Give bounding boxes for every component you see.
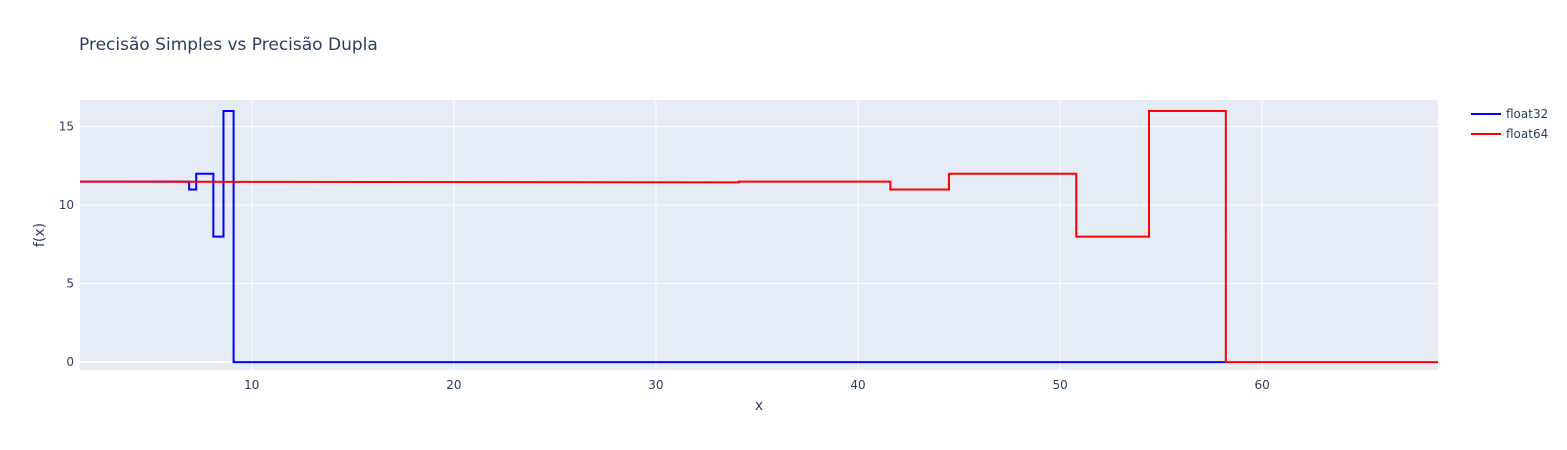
y-tick-label: 0 bbox=[66, 355, 74, 369]
plot-area bbox=[80, 100, 1438, 370]
x-tick-label: 50 bbox=[1052, 378, 1067, 392]
x-axis-ticks: 10 20 30 40 50 60 bbox=[244, 378, 1270, 392]
grid bbox=[80, 100, 1438, 370]
legend[interactable]: float32 float64 bbox=[1471, 107, 1548, 141]
series-line-float64 bbox=[79, 109, 1438, 364]
legend-label: float32 bbox=[1506, 107, 1548, 121]
y-axis-title: f(x) bbox=[32, 223, 48, 247]
y-tick-label: 15 bbox=[59, 120, 74, 134]
legend-item-float64[interactable]: float64 bbox=[1471, 127, 1548, 141]
x-tick-label: 20 bbox=[446, 378, 461, 392]
x-tick-label: 10 bbox=[244, 378, 259, 392]
y-tick-label: 5 bbox=[66, 277, 74, 291]
legend-label: float64 bbox=[1506, 127, 1548, 141]
chart-title: Precisão Simples vs Precisão Dupla bbox=[79, 35, 378, 55]
series-layer bbox=[79, 109, 1438, 364]
x-axis-title: x bbox=[755, 398, 763, 414]
x-tick-label: 40 bbox=[850, 378, 865, 392]
x-tick-label: 30 bbox=[648, 378, 663, 392]
y-axis-ticks: 0 5 10 15 bbox=[59, 120, 74, 369]
y-tick-label: 10 bbox=[59, 198, 74, 212]
legend-item-float32[interactable]: float32 bbox=[1471, 107, 1548, 121]
x-tick-label: 60 bbox=[1255, 378, 1270, 392]
